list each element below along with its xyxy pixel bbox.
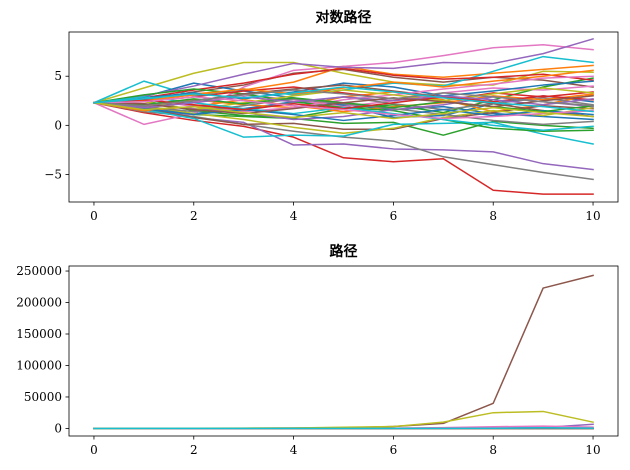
log-paths-series-18 [93,101,594,134]
log-paths-series-27 [93,98,594,126]
paths-y-tick-label: 200000 [16,296,62,310]
log-paths-series-39 [93,86,594,113]
log-paths-axes: 0 2 4 6 8 10 −5 0 5 [44,31,619,223]
paths-series-9 [93,427,594,430]
paths-series-5 [93,274,594,430]
log-paths-series-36 [93,96,594,120]
paths-x-tick-label: 6 [390,443,398,457]
paths-y-tick-label: 150000 [16,327,62,341]
log-paths-x-tick-label: 6 [390,209,398,223]
paths-title: 路径 [330,243,358,260]
log-paths-series-30 [93,101,594,122]
log-paths-series-4 [93,101,594,171]
log-paths-series-6 [92,44,594,126]
log-paths-series-37 [93,89,594,107]
log-paths-series-14 [93,37,594,104]
log-paths-x-tick-label: 10 [585,209,600,223]
log-paths-x-tick-label: 0 [90,209,98,223]
log-paths-series-group [92,37,594,195]
log-paths-y-tick-label: 5 [54,69,62,83]
paths-axes-frame [68,265,619,437]
paths-subplot: 路径 0 2 4 6 8 10 0 50000 100000 150000 200000 250000 [16,243,619,457]
paths-x-tick-label: 4 [290,443,298,457]
log-paths-series-31 [93,69,594,104]
paths-series-group [93,274,594,430]
paths-x-tick-label: 2 [190,443,198,457]
paths-y-tick-label: 0 [54,421,62,435]
log-paths-title: 对数路径 [316,9,372,26]
paths-y-tick-label: 100000 [16,358,62,372]
log-paths-x-tick-label: 2 [190,209,198,223]
log-paths-y-tick-label: 0 [54,118,62,132]
log-paths-x-tick-label: 8 [489,209,497,223]
paths-x-tick-label: 10 [585,443,600,457]
log-paths-subplot: 对数路径 0 2 4 6 8 10 −5 0 5 [44,9,619,223]
log-paths-series-15 [93,101,594,131]
log-paths-x-tick-label: 4 [290,209,298,223]
log-paths-series-8 [93,61,594,104]
log-paths-series-34 [93,95,594,109]
paths-x-tick-label: 0 [90,443,98,457]
log-paths-series-13 [93,67,594,104]
paths-x-tick-label: 8 [489,443,497,457]
log-paths-axes-frame [68,31,619,203]
log-paths-series-38 [93,101,594,120]
paths-y-tick-label: 250000 [16,264,62,278]
paths-y-tick-label: 50000 [24,390,62,404]
paths-axes: 0 2 4 6 8 10 0 50000 100000 150000 200000 250000 [16,264,619,457]
log-paths-series-20 [93,80,594,104]
log-paths-y-tick-label: −5 [44,167,62,181]
